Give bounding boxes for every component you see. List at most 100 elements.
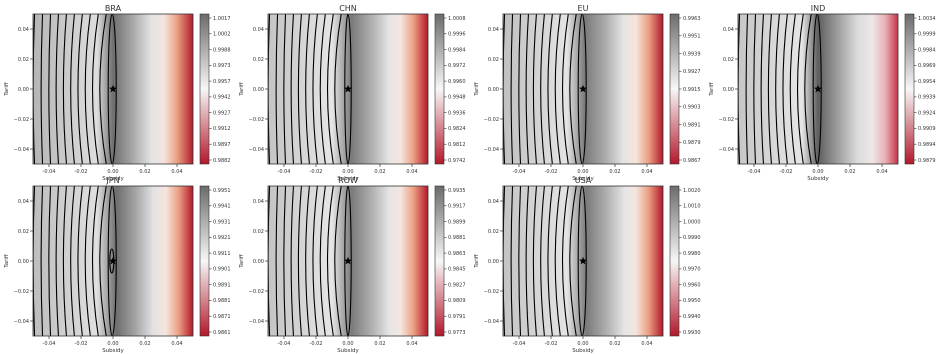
x-tick-label: -0.04 bbox=[748, 169, 761, 175]
colorbar-tick-label: 0.9980 bbox=[683, 251, 701, 257]
colorbar-tick-label: 0.9931 bbox=[213, 219, 231, 225]
contour-line bbox=[319, 186, 326, 336]
contour-line bbox=[562, 186, 569, 336]
contour-line bbox=[319, 14, 326, 164]
contour-line bbox=[290, 186, 295, 336]
colorbar-tick-label: 0.9970 bbox=[683, 267, 701, 273]
colorbar-tick-label: 0.9911 bbox=[213, 251, 231, 257]
y-tick-label: 0.00 bbox=[18, 87, 29, 93]
contour-line bbox=[275, 14, 279, 164]
colorbar-tick-label: 0.9773 bbox=[448, 330, 466, 336]
colorbar-tick-label: 0.9951 bbox=[213, 188, 231, 194]
contour-line bbox=[804, 14, 812, 164]
y-tick-label: 0.00 bbox=[488, 87, 499, 93]
y-axis-label: Tariff bbox=[4, 82, 10, 97]
panel-row: ROW -0.04 -0.02 0.00 0.02 0.04 0.04 0.02 0.00 −0.… bbox=[239, 176, 466, 354]
y-tick-label: −0.02 bbox=[484, 117, 499, 123]
contour-line bbox=[518, 186, 522, 336]
x-tick-label: 0.04 bbox=[406, 341, 417, 347]
contour-line bbox=[70, 186, 75, 336]
optimum-star-icon bbox=[344, 84, 352, 93]
x-tick-label: 0.00 bbox=[577, 169, 588, 175]
y-axis-label: Tariff bbox=[474, 82, 480, 97]
contour-line bbox=[510, 14, 514, 164]
colorbar-tick-label: 0.9957 bbox=[213, 79, 231, 85]
x-tick-label: 0.04 bbox=[641, 341, 652, 347]
colorbar-tick-label: 0.9879 bbox=[918, 158, 936, 164]
x-tick-label: 0.02 bbox=[374, 169, 385, 175]
contour-line bbox=[525, 14, 530, 164]
colorbar-tick-label: 0.9881 bbox=[213, 298, 231, 304]
y-tick-label: 0.02 bbox=[18, 229, 29, 235]
colorbar-tick-label: 0.9899 bbox=[448, 219, 466, 225]
colorbar-tick-label: 0.9988 bbox=[213, 47, 231, 53]
y-tick-label: 0.00 bbox=[253, 259, 264, 265]
y-tick-label: 0.04 bbox=[488, 199, 499, 205]
optimum-star-icon bbox=[579, 256, 587, 265]
contour-lines bbox=[33, 14, 117, 164]
panel-title: IND bbox=[811, 4, 826, 13]
contour-line bbox=[547, 14, 553, 164]
contour-line bbox=[275, 186, 279, 336]
y-tick-label: −0.02 bbox=[484, 289, 499, 295]
y-tick-label: 0.02 bbox=[488, 229, 499, 235]
contour-lines bbox=[33, 186, 117, 336]
contour-line bbox=[305, 14, 310, 164]
y-tick-label: 0.02 bbox=[253, 57, 264, 63]
contour-line bbox=[767, 14, 772, 164]
colorbar-tick-label: 0.9972 bbox=[448, 63, 466, 69]
panel-title: BRA bbox=[105, 4, 122, 13]
x-axis-label: Subsidy bbox=[337, 176, 359, 182]
x-tick-label: 0.00 bbox=[107, 341, 118, 347]
colorbar-gradient bbox=[199, 185, 210, 337]
contour-line bbox=[327, 14, 334, 164]
x-tick-label: -0.02 bbox=[75, 169, 88, 175]
x-tick-label: -0.02 bbox=[545, 341, 558, 347]
colorbar-tick-label: 0.9912 bbox=[213, 126, 231, 132]
x-tick-label: -0.02 bbox=[310, 169, 323, 175]
y-tick-label: 0.04 bbox=[723, 27, 734, 33]
y-tick-label: 0.02 bbox=[253, 229, 264, 235]
contour-ellipse bbox=[344, 14, 352, 164]
colorbar-tick-label: 0.9930 bbox=[683, 330, 701, 336]
contour-line bbox=[55, 14, 60, 164]
colorbar-tick-label: 0.9827 bbox=[448, 282, 466, 288]
contour-line bbox=[312, 14, 318, 164]
contour-line bbox=[297, 14, 302, 164]
optimum-star-icon bbox=[109, 84, 117, 93]
contour-line bbox=[77, 14, 83, 164]
contour-line bbox=[782, 14, 788, 164]
x-tick-label: 0.02 bbox=[374, 341, 385, 347]
contour-line bbox=[518, 14, 522, 164]
panel-ind: IND -0.04 -0.02 0.00 0.02 0.04 0.04 0.02 0.00 −0.… bbox=[709, 4, 936, 182]
contour-line bbox=[99, 186, 107, 336]
contour-ellipse bbox=[577, 186, 587, 336]
colorbar-gradient bbox=[434, 185, 445, 337]
colorbar-tick-label: 0.9984 bbox=[448, 47, 466, 53]
x-axis-label: Subsidy bbox=[102, 176, 124, 182]
colorbar-tick-label: 0.9939 bbox=[683, 51, 701, 57]
y-tick-label: 0.00 bbox=[488, 259, 499, 265]
colorbar-tick-label: 1.0008 bbox=[448, 16, 466, 22]
x-tick-label: 0.04 bbox=[876, 169, 887, 175]
x-tick-label: -0.04 bbox=[278, 169, 291, 175]
contour-line bbox=[290, 14, 295, 164]
contour-line bbox=[562, 14, 569, 164]
contour-line bbox=[84, 14, 91, 164]
contour-line bbox=[40, 186, 44, 336]
panel-eu: EU -0.04 -0.02 0.00 0.02 0.04 0.04 0.02 0.00 −0.0… bbox=[474, 4, 701, 182]
x-tick-label: 0.02 bbox=[609, 169, 620, 175]
colorbar-tick-label: 0.9809 bbox=[448, 298, 466, 304]
y-tick-label: −0.02 bbox=[249, 289, 264, 295]
x-axis-label: Subsidy bbox=[572, 176, 594, 182]
contour-line bbox=[745, 14, 749, 164]
optimum-star-icon bbox=[344, 256, 352, 265]
contour-line bbox=[283, 186, 287, 336]
panel-usa: USA -0.04 -0.02 0.00 0.02 0.04 0.04 0.02 0.00 −0.… bbox=[474, 176, 701, 354]
y-tick-label: 0.02 bbox=[18, 57, 29, 63]
colorbar-tick-label: 0.9863 bbox=[448, 251, 466, 257]
panel-jpn: JPN -0.04 -0.02 0.00 0.02 0.04 0.04 0.02 0.00 −0.… bbox=[4, 176, 231, 354]
colorbar-tick-label: 0.9969 bbox=[918, 63, 936, 69]
contour-ellipse bbox=[107, 186, 117, 336]
colorbar-gradient bbox=[199, 13, 210, 165]
